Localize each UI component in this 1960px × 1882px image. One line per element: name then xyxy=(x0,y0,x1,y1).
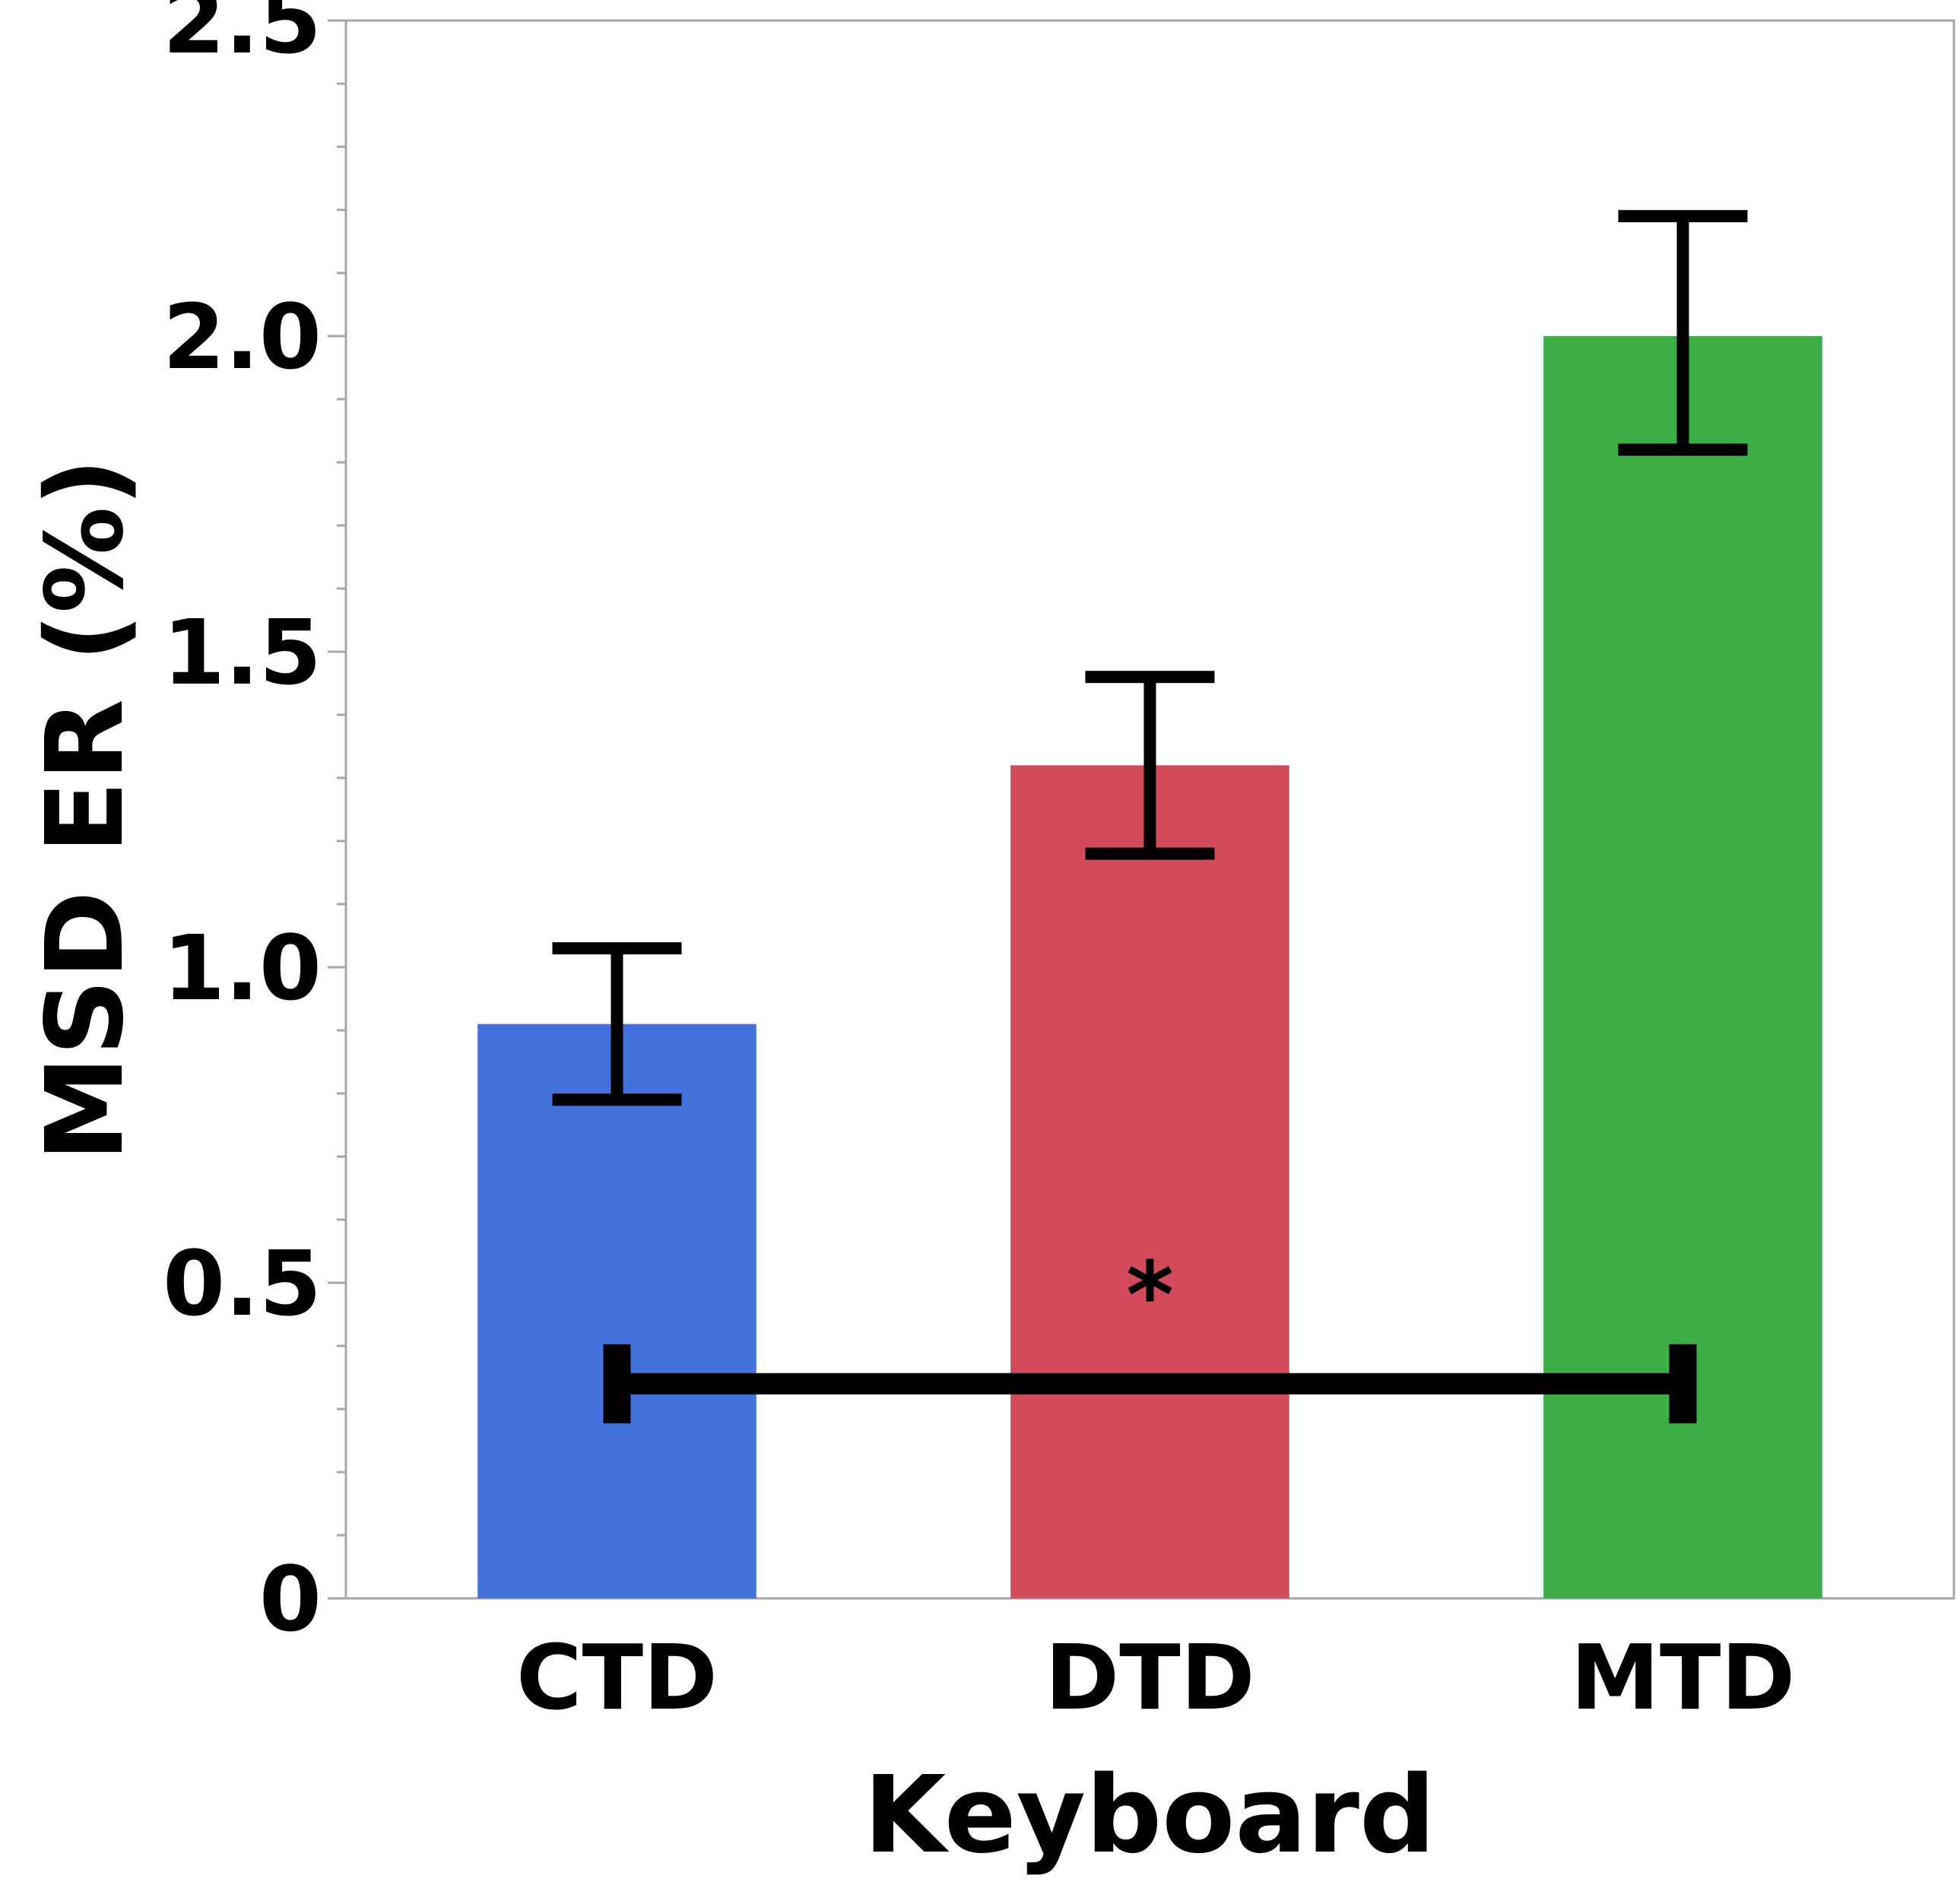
error-bar-dtd xyxy=(1085,671,1215,860)
y-tick-label: 1.0 xyxy=(163,916,322,1020)
y-axis-title: MSD ER (%) xyxy=(24,458,147,1162)
bar-ctd xyxy=(477,1024,756,1598)
bars xyxy=(477,336,1822,1598)
y-tick-label: 1.5 xyxy=(163,600,322,705)
x-tick-label: MTD xyxy=(1571,1625,1796,1730)
x-tick-labels: CTD DTD MTD xyxy=(516,1625,1795,1730)
y-tick-label: 0.5 xyxy=(163,1231,322,1336)
y-tick-label: 2.0 xyxy=(163,284,322,389)
minor-ticks xyxy=(337,19,346,1600)
error-bar-mtd xyxy=(1618,210,1748,456)
x-axis-title: Keyboard xyxy=(864,1753,1435,1877)
error-bars xyxy=(552,210,1748,1106)
bar-dtd xyxy=(1010,765,1289,1598)
error-bar-ctd xyxy=(552,942,682,1106)
significance-label: * xyxy=(1126,1243,1174,1349)
significance-bracket xyxy=(603,1344,1697,1423)
y-tick-labels: 0 0.5 1.0 1.5 2.0 2.5 xyxy=(163,0,322,1652)
x-tick-label: DTD xyxy=(1045,1625,1254,1730)
y-tick-label: 0 xyxy=(259,1547,322,1652)
y-tick-label: 2.5 xyxy=(163,0,322,74)
x-tick-label: CTD xyxy=(516,1625,718,1730)
major-ticks xyxy=(328,19,346,1600)
